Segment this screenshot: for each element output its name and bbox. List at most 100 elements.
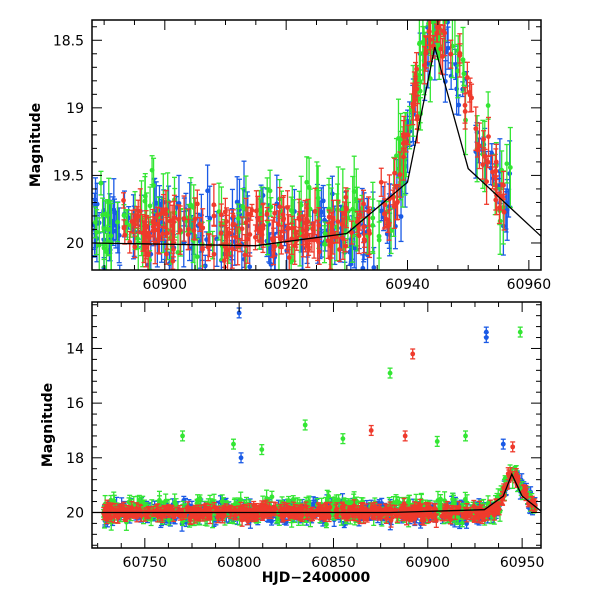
top-red-marker: [191, 228, 197, 233]
top-red-marker: [300, 228, 306, 233]
top-green-marker: [431, 2, 436, 7]
top-red-marker: [222, 209, 228, 215]
top-red-marker: [490, 169, 495, 175]
top-red-marker: [397, 172, 403, 177]
top-green-marker: [194, 254, 200, 260]
top-red-data-point: [391, 184, 397, 229]
top-red-marker: [385, 223, 391, 229]
top-green-data-point: [96, 217, 102, 270]
top-green-marker: [370, 215, 376, 221]
top-red-data-point: [245, 214, 251, 264]
top-model-curve: [92, 46, 541, 247]
top-green-data-point: [94, 209, 100, 256]
top-red-data-point: [277, 229, 283, 248]
top-red-marker: [142, 240, 148, 246]
top-blue-marker: [117, 273, 122, 278]
top-green-marker: [175, 249, 181, 255]
top-red-marker: [335, 219, 341, 225]
top-red-data-point: [492, 166, 498, 187]
top-green-data-point: [370, 181, 376, 255]
top-red-marker: [230, 222, 236, 228]
top-red-data-point: [140, 213, 146, 252]
top-blue-data-point: [504, 178, 510, 241]
top-red-data-point: [333, 230, 339, 244]
top-red-marker: [277, 236, 283, 242]
top-green-marker: [240, 204, 246, 209]
top-red-marker: [395, 199, 400, 205]
top-red-marker: [410, 104, 416, 110]
top-red-data-point: [327, 241, 333, 270]
top-red-marker: [200, 246, 205, 252]
top-red-marker: [167, 218, 173, 224]
top-red-marker: [280, 212, 286, 217]
top-green-data-point: [376, 200, 382, 270]
top-blue-marker: [360, 265, 366, 270]
top-red-marker: [501, 209, 507, 215]
top-red-marker: [426, 29, 432, 34]
top-red-marker: [255, 216, 261, 221]
top-x-tick-label: 60900: [143, 277, 188, 293]
top-blue-marker: [507, 171, 513, 177]
top-green-marker: [149, 167, 155, 173]
top-red-marker: [194, 201, 200, 207]
top-red-data-point: [177, 205, 183, 255]
top-red-marker: [333, 234, 339, 240]
top-red-data-point: [440, 24, 446, 37]
top-red-marker: [378, 179, 384, 185]
top-red-marker: [493, 197, 499, 203]
top-red-data-point: [343, 190, 349, 229]
top-red-marker: [316, 222, 322, 228]
top-red-data-point: [152, 217, 158, 243]
top-red-marker: [264, 211, 270, 217]
top-red-marker: [422, 62, 427, 68]
top-panel-ticks: 60900 60920 60940 60960 18.5 19 19.5 20: [53, 20, 551, 293]
top-y-tick-label: 19: [66, 101, 84, 117]
top-red-data-point: [410, 93, 416, 121]
top-blue-marker: [202, 263, 208, 269]
top-green-marker: [135, 236, 140, 241]
top-red-data-point: [486, 116, 492, 157]
top-red-data-point: [264, 206, 270, 222]
top-red-data-point: [233, 223, 239, 252]
top-blue-data-point: [117, 264, 123, 278]
top-red-marker: [156, 236, 161, 242]
top-red-marker: [481, 136, 487, 142]
top-green-data-point: [504, 143, 510, 184]
top-red-data-point: [248, 207, 254, 221]
top-red-marker: [414, 114, 420, 119]
top-blue-marker: [443, 49, 449, 55]
top-red-marker: [171, 219, 177, 225]
top-red-data-point: [473, 106, 479, 151]
top-red-marker: [200, 225, 206, 231]
top-red-marker: [349, 230, 354, 235]
top-red-marker: [462, 109, 468, 114]
top-green-marker: [267, 188, 273, 194]
top-red-marker: [482, 153, 488, 159]
top-red-marker: [277, 204, 283, 210]
top-blue-marker: [234, 199, 240, 205]
top-red-data-point: [501, 193, 507, 231]
top-red-marker: [129, 218, 135, 224]
top-green-data-point: [114, 201, 120, 243]
top-red-marker: [486, 134, 491, 140]
top-red-marker: [286, 255, 292, 260]
top-red-marker: [344, 206, 349, 212]
top-blue-marker: [320, 198, 326, 204]
top-red-marker: [225, 247, 231, 253]
top-green-marker: [453, 15, 458, 20]
top-red-data-point: [293, 218, 299, 248]
top-red-data-point: [403, 132, 409, 153]
top-red-marker: [121, 225, 127, 231]
top-green-marker: [115, 219, 120, 225]
top-red-data-point: [381, 198, 387, 230]
top-red-data-point: [205, 233, 211, 262]
top-red-marker: [412, 87, 418, 93]
top-red-marker: [164, 251, 169, 257]
top-red-marker: [245, 236, 251, 242]
top-green-marker: [351, 189, 357, 194]
top-red-marker: [218, 212, 224, 218]
top-green-marker: [121, 212, 127, 218]
top-green-marker: [108, 233, 114, 239]
top-red-marker: [137, 208, 143, 214]
